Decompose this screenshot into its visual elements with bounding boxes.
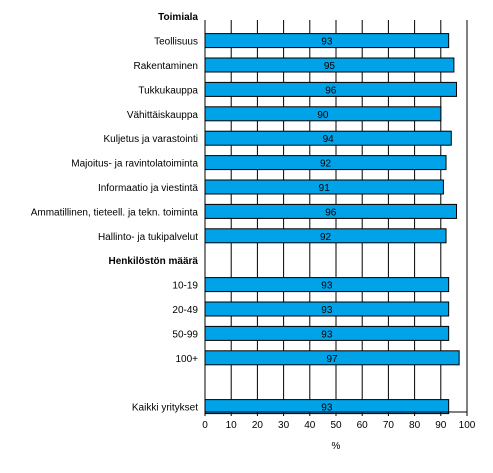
data-label: 97 xyxy=(327,354,339,365)
x-tick-label: 90 xyxy=(435,420,447,431)
bar xyxy=(204,106,442,122)
category-label: 50-99 xyxy=(172,329,198,340)
x-tick-label: 80 xyxy=(409,420,421,431)
category-label: Kuljetus ja varastointi xyxy=(104,134,199,145)
data-label: 92 xyxy=(320,159,332,170)
bars: 93 95 96 90 94 92 91 96 92 93 93 93 97 93 xyxy=(204,33,460,415)
data-label: 90 xyxy=(317,110,329,121)
category-label: Informaatio ja viestintä xyxy=(98,183,198,194)
data-label: 92 xyxy=(320,232,332,243)
category-labels: Toimiala Teollisuus Rakentaminen Tukkukaupp… xyxy=(31,12,199,413)
data-label: 93 xyxy=(321,281,333,292)
bar xyxy=(204,350,460,366)
x-axis: 0 10 20 30 40 50 60 70 80 90 100 xyxy=(202,411,476,431)
x-tick-label: 40 xyxy=(304,420,316,431)
category-label: Hallinto- ja tukipalvelut xyxy=(98,232,198,243)
data-label: 96 xyxy=(325,85,337,96)
bar xyxy=(204,399,450,415)
data-label: 93 xyxy=(321,37,333,48)
data-label: 94 xyxy=(323,134,335,145)
x-tick-label: 10 xyxy=(226,420,238,431)
data-label: 91 xyxy=(319,183,331,194)
x-tick-label: 0 xyxy=(202,420,208,431)
data-label: 96 xyxy=(325,207,337,218)
data-label: 93 xyxy=(321,403,333,414)
bar xyxy=(204,57,455,73)
bar xyxy=(204,130,452,146)
category-label: Majoitus- ja ravintolatoiminta xyxy=(71,159,198,170)
x-tick-label: 70 xyxy=(383,420,395,431)
category-label: Vähittäiskauppa xyxy=(127,110,199,121)
bar xyxy=(204,179,444,195)
category-label: 100+ xyxy=(175,354,198,365)
bar xyxy=(204,155,447,171)
group-header: Henkilöstön määrä xyxy=(109,256,199,267)
x-tick-label: 30 xyxy=(278,420,290,431)
group-header: Toimiala xyxy=(158,12,198,23)
bar xyxy=(204,203,458,219)
x-tick-label: 20 xyxy=(252,420,264,431)
x-tick-label: 50 xyxy=(330,420,342,431)
bar xyxy=(204,33,450,49)
category-label: Rakentaminen xyxy=(134,61,198,72)
x-tick-label: 60 xyxy=(357,420,369,431)
bar xyxy=(204,277,450,293)
category-label: 10-19 xyxy=(172,281,198,292)
category-label: Tukkukauppa xyxy=(138,85,198,96)
x-tick-label: 100 xyxy=(459,420,476,431)
bar xyxy=(204,81,458,97)
category-label: Ammatillinen, tieteell. ja tekn. toimint… xyxy=(31,207,199,218)
data-label: 95 xyxy=(324,61,336,72)
category-label: Teollisuus xyxy=(154,37,198,48)
category-label: Kaikki yritykset xyxy=(132,403,198,414)
bar xyxy=(204,325,450,341)
data-label: 93 xyxy=(321,329,333,340)
bar xyxy=(204,301,450,317)
x-axis-label: % xyxy=(332,441,341,452)
data-label: 93 xyxy=(321,305,333,316)
category-label: 20-49 xyxy=(172,305,198,316)
bar xyxy=(204,228,447,244)
